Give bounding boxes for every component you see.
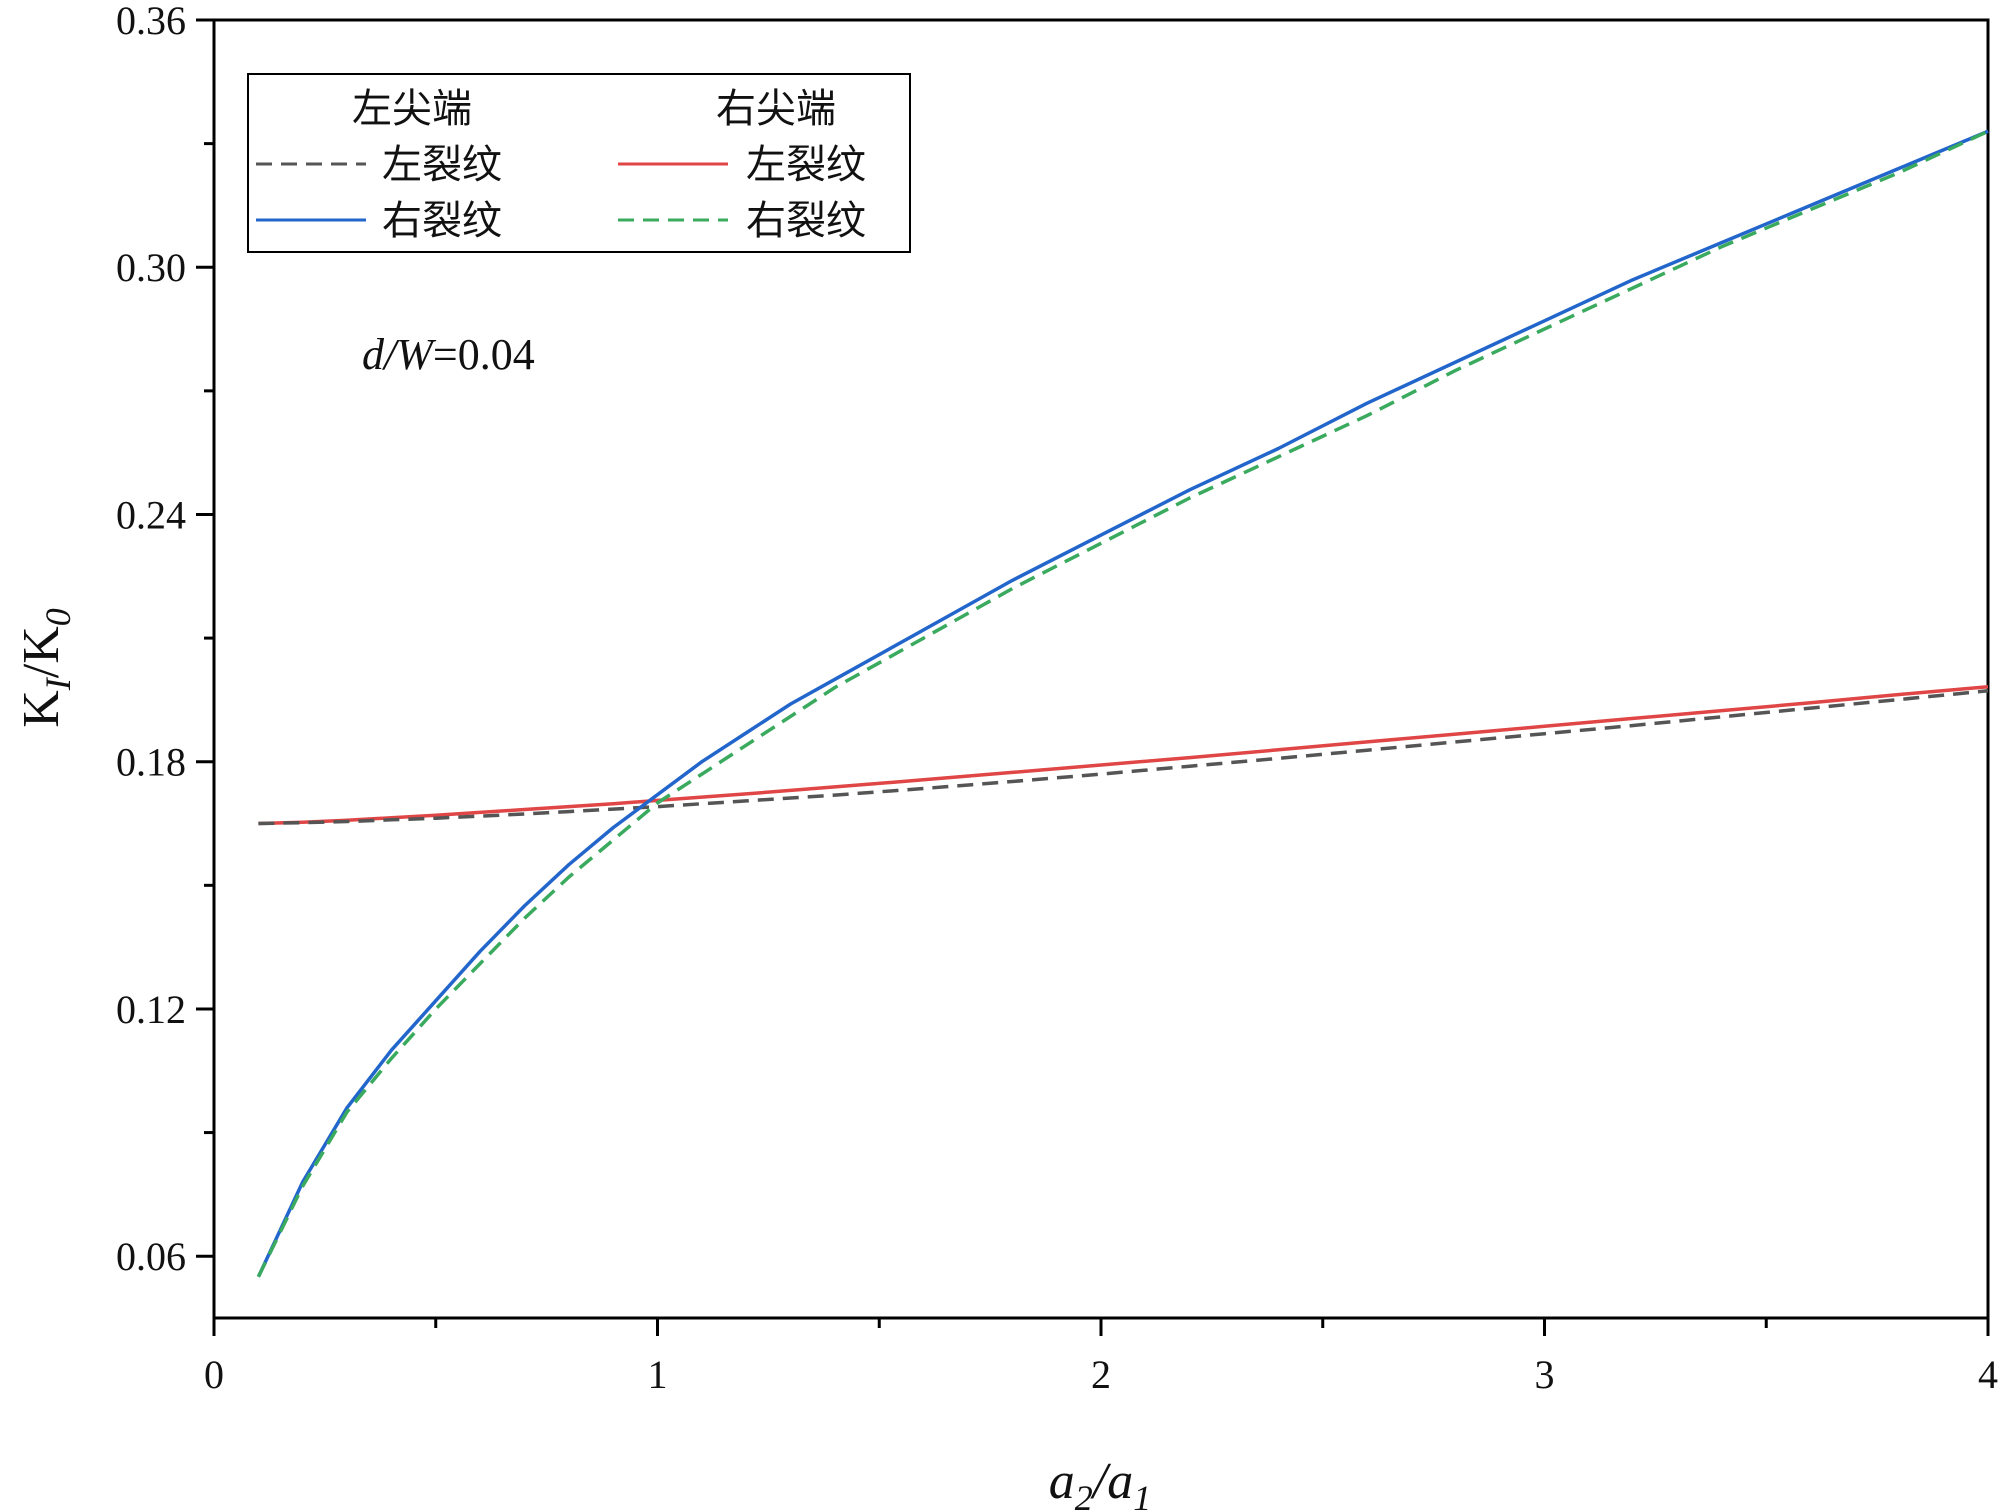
legend-group-left: 左尖端: [352, 86, 472, 132]
y-tick-label: 0.36: [116, 0, 186, 43]
annotation-dw: d/W=0.04: [362, 330, 535, 379]
x-tick-label: 3: [1535, 1352, 1555, 1397]
y-axis-title: KI/K0: [13, 608, 78, 728]
y-tick-label: 0.12: [116, 987, 186, 1032]
legend-label-left-right-crack: 右裂纹: [382, 198, 502, 244]
annotation-rest: =0.04: [433, 330, 535, 379]
x-tick-label: 2: [1091, 1352, 1111, 1397]
x-tick-label: 1: [648, 1352, 668, 1397]
x-axis-title-base: a: [1049, 1453, 1075, 1510]
series-line-0: [258, 689, 1989, 826]
x-tick-label: 0: [204, 1352, 224, 1397]
axis-ticks: 0 1 2 3 4 0.06 0.12 0.18 0.24 0.30 0.36: [116, 0, 1998, 1397]
y-axis-title-sub2: 0: [38, 608, 78, 626]
y-tick-label: 0.18: [116, 740, 186, 785]
x-axis-title: a2/a1: [1049, 1453, 1151, 1512]
legend-label-right-right-crack: 右裂纹: [746, 198, 866, 244]
x-axis-title-sub: 2: [1075, 1478, 1093, 1512]
y-axis-title-base: K: [13, 690, 70, 728]
x-axis-title-mid: /a: [1090, 1453, 1133, 1510]
annotation-italic: d/W: [362, 330, 436, 379]
y-axis-title-mid: /K: [13, 626, 70, 678]
series-line-1: [256, 129, 1989, 1278]
legend: 左尖端 右尖端 左裂纹 右裂纹 左裂纹 右裂纹: [247, 73, 911, 253]
series-layer: [256, 129, 1989, 1278]
x-axis-title-sub2: 1: [1133, 1478, 1151, 1512]
y-tick-label: 0.06: [116, 1234, 186, 1279]
y-tick-label: 0.30: [116, 245, 186, 290]
legend-label-left-left-crack: 左裂纹: [382, 142, 502, 188]
y-axis-title-sub: I: [38, 676, 78, 691]
legend-group-right: 右尖端: [716, 86, 836, 132]
legend-label-right-left-crack: 左裂纹: [746, 142, 866, 188]
series-line-2: [258, 684, 1989, 826]
series-line-3: [256, 129, 1989, 1278]
y-tick-label: 0.24: [116, 492, 186, 537]
x-tick-label: 4: [1978, 1352, 1998, 1397]
